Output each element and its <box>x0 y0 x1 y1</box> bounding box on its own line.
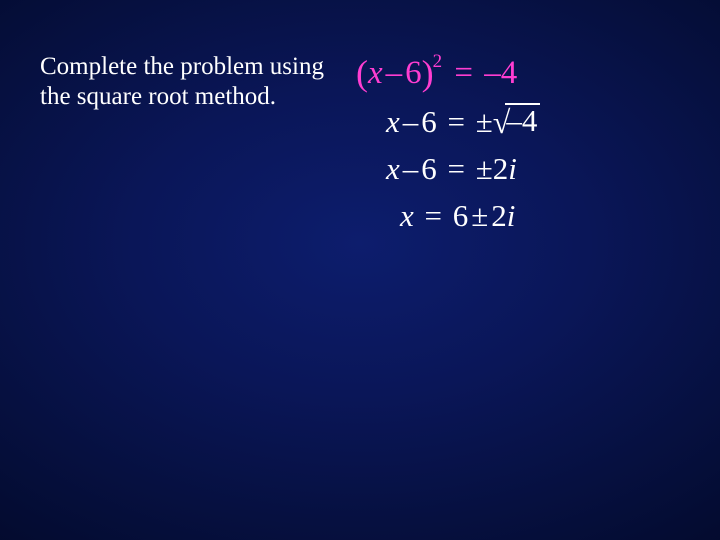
eq4-var: x <box>400 198 414 233</box>
eq1-exponent: 2 <box>433 51 443 72</box>
equation-3: x–6 = ±2i <box>356 151 686 187</box>
eq1-var: x <box>368 55 383 91</box>
eq3-plusminus: ± <box>476 151 493 186</box>
eq2-sqrt: √–4 <box>493 103 541 140</box>
eq3-coef: 2 <box>493 151 509 186</box>
eq4-equals: = <box>422 198 445 233</box>
eq1-rparen: ) <box>422 53 434 93</box>
eq4-const: 6 <box>453 198 469 233</box>
equation-1: (x–6)2 = –4 <box>356 50 686 92</box>
eq3-minus: – <box>400 151 422 186</box>
instruction-text: Complete the problem using the square ro… <box>40 52 330 112</box>
eq3-var: x <box>386 151 400 186</box>
eq1-rhs: 4 <box>501 55 518 91</box>
eq1-minus: – <box>383 55 406 91</box>
eq2-neg: – <box>506 103 522 138</box>
eq1-lparen: ( <box>356 53 368 93</box>
equation-4: x = 6±2i <box>356 198 686 234</box>
eq2-equals: = <box>445 104 468 139</box>
eq2-const: 6 <box>421 104 437 139</box>
eq4-i: i <box>507 198 516 233</box>
eq1-neg: – <box>484 55 501 91</box>
eq1-const: 6 <box>405 55 422 91</box>
eq2-var: x <box>386 104 400 139</box>
eq1-equals: = <box>451 55 476 91</box>
eq3-i: i <box>508 151 517 186</box>
eq3-const: 6 <box>421 151 437 186</box>
eq2-minus: – <box>400 104 422 139</box>
eq4-plusminus: ± <box>468 198 491 233</box>
eq3-equals: = <box>445 151 468 186</box>
eq2-plusminus: ± <box>476 104 493 139</box>
equation-2: x–6 = ±√–4 <box>356 103 686 140</box>
eq4-coef: 2 <box>491 198 507 233</box>
eq2-radicand: 4 <box>522 103 538 138</box>
math-equations: (x–6)2 = –4 x–6 = ±√–4 x–6 = ±2i x = 6±2… <box>356 50 686 245</box>
